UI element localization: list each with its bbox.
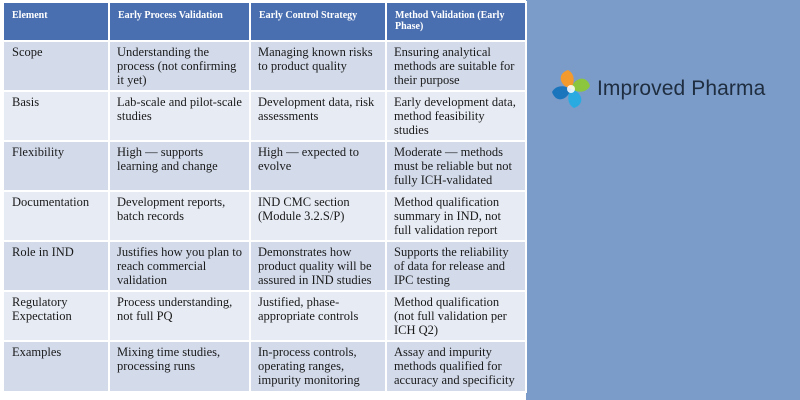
row-label: Regulatory Expectation	[2, 290, 110, 342]
row-label: Role in IND	[2, 240, 110, 292]
column-header-element: Element	[2, 1, 110, 42]
table-header-row: Element Early Process Validation Early C…	[2, 1, 527, 42]
column-header-early-control-strategy: Early Control Strategy	[249, 1, 387, 42]
table-cell: Lab-scale and pilot-scale studies	[108, 90, 251, 142]
table-cell: Mixing time studies, processing runs	[108, 340, 251, 393]
row-label: Basis	[2, 90, 110, 142]
table-cell: High — supports learning and change	[108, 140, 251, 192]
table-cell: Supports the reliability of data for rel…	[385, 240, 527, 292]
row-label: Examples	[2, 340, 110, 393]
table-row-flexibility: Flexibility High — supports learning and…	[2, 140, 527, 192]
table-cell: Development reports, batch records	[108, 190, 251, 242]
table-cell: IND CMC section (Module 3.2.S/P)	[249, 190, 387, 242]
table-cell: Moderate — methods must be reliable but …	[385, 140, 527, 192]
table-row-documentation: Documentation Development reports, batch…	[2, 190, 527, 242]
pinwheel-logo-icon	[552, 70, 590, 108]
column-header-early-process-validation: Early Process Validation	[108, 1, 251, 42]
column-header-method-validation: Method Validation (Early Phase)	[385, 1, 527, 42]
table-cell: Method qualification summary in IND, not…	[385, 190, 527, 242]
table-cell: Method qualification (not full validatio…	[385, 290, 527, 342]
table-cell: Demonstrates how product quality will be…	[249, 240, 387, 292]
table-cell: Process understanding, not full PQ	[108, 290, 251, 342]
table-row-examples: Examples Mixing time studies, processing…	[2, 340, 527, 393]
row-label: Flexibility	[2, 140, 110, 192]
comparison-table-panel: Element Early Process Validation Early C…	[0, 0, 527, 400]
table-cell: Justified, phase-appropriate controls	[249, 290, 387, 342]
table-cell: Managing known risks to product quality	[249, 40, 387, 92]
validation-comparison-table: Element Early Process Validation Early C…	[2, 1, 527, 393]
table-cell: Early development data, method feasibili…	[385, 90, 527, 142]
table-cell: Understanding the process (not confirmin…	[108, 40, 251, 92]
table-cell: Justifies how you plan to reach commerci…	[108, 240, 251, 292]
table-cell: High — expected to evolve	[249, 140, 387, 192]
table-cell: In-process controls, operating ranges, i…	[249, 340, 387, 393]
table-cell: Ensuring analytical methods are suitable…	[385, 40, 527, 92]
table-cell: Assay and impurity methods qualified for…	[385, 340, 527, 393]
brand-logo: Improved Pharma	[548, 66, 788, 112]
row-label: Scope	[2, 40, 110, 92]
table-row-basis: Basis Lab-scale and pilot-scale studies …	[2, 90, 527, 142]
brand-name: Improved Pharma	[597, 77, 766, 100]
table-row-scope: Scope Understanding the process (not con…	[2, 40, 527, 92]
row-label: Documentation	[2, 190, 110, 242]
table-cell: Development data, risk assessments	[249, 90, 387, 142]
table-row-regulatory-expectation: Regulatory Expectation Process understan…	[2, 290, 527, 342]
table-row-role-in-ind: Role in IND Justifies how you plan to re…	[2, 240, 527, 292]
